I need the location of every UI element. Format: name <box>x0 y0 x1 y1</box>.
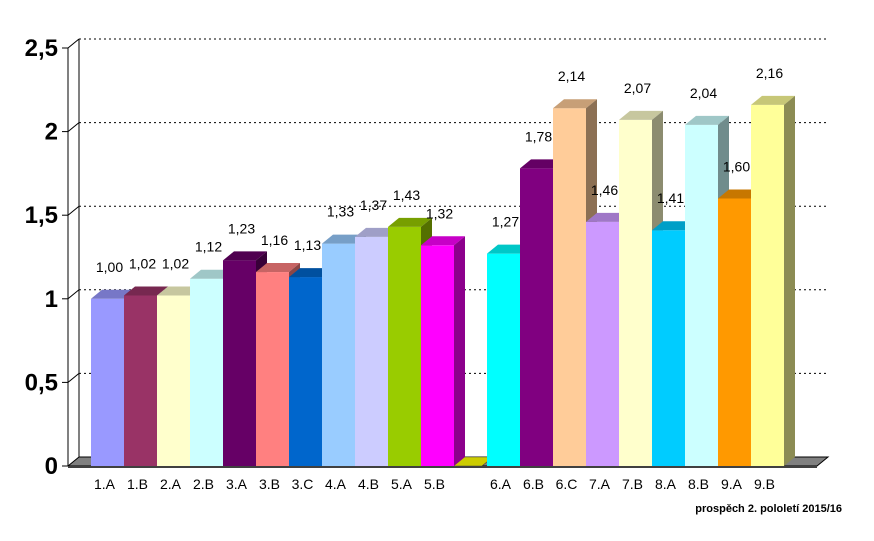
bar-front <box>652 230 685 466</box>
bar-front <box>718 198 751 467</box>
bar-front <box>586 221 619 466</box>
bar-front <box>487 253 520 466</box>
data-label: 1,43 <box>393 187 420 203</box>
bar-front <box>223 260 256 466</box>
data-label: 1,60 <box>723 158 750 174</box>
x-tick-label: 8.A <box>655 476 677 492</box>
x-tick-label: 6.A <box>490 476 512 492</box>
bar-5.B <box>421 236 465 466</box>
bar-top <box>619 110 663 120</box>
bar-top <box>685 115 729 125</box>
x-tick-label: 9.B <box>754 476 775 492</box>
y-tick-label: 1,5 <box>25 202 58 229</box>
bars <box>91 95 795 467</box>
bar-top <box>256 263 300 273</box>
bar-front <box>124 295 157 466</box>
data-label: 2,04 <box>690 85 717 101</box>
bar-front <box>289 277 322 466</box>
x-tick-label: 6.C <box>556 476 578 492</box>
bar-front <box>355 236 388 466</box>
data-label: 1,41 <box>657 190 684 206</box>
bar-top <box>553 99 597 109</box>
data-label: 1,16 <box>261 232 288 248</box>
gridline-depth <box>67 38 80 49</box>
data-label: 1,23 <box>228 220 255 236</box>
bar-front <box>751 104 784 467</box>
x-tick-label: 2.A <box>160 476 182 492</box>
gridline-depth <box>67 122 80 132</box>
x-tick-label: 1.A <box>94 476 116 492</box>
data-label: 1,33 <box>327 204 354 220</box>
x-tick-label: 6.B <box>523 476 544 492</box>
data-label: 1,00 <box>96 259 123 275</box>
bar-front <box>157 295 190 466</box>
data-label: 1,02 <box>129 255 156 271</box>
data-label: 1,02 <box>162 255 189 271</box>
x-tick-label: 2.B <box>193 476 214 492</box>
data-label: 1,46 <box>591 182 618 198</box>
y-tick-label: 2 <box>45 119 58 146</box>
data-label: 2,14 <box>558 68 585 84</box>
data-label: 1,27 <box>492 214 519 230</box>
y-tick-label: 0 <box>45 453 58 480</box>
bar-front <box>322 243 355 466</box>
footnote: prospěch 2. pololetí 2015/16 <box>695 503 842 515</box>
gridline-depth <box>67 205 80 216</box>
x-tick-label: 4.A <box>325 476 347 492</box>
data-label: 1,12 <box>195 239 222 255</box>
bar-9.B <box>751 95 795 467</box>
bar-front <box>91 298 124 466</box>
x-axis-labels: 1.A 1.B 2.A 2.B 3.A 3.B 3.C 4.A 4.B 5.A 5.B 6.A 6.B 6… <box>94 476 775 492</box>
bar-top <box>421 236 465 246</box>
y-tick-label: 2,5 <box>25 35 58 62</box>
y-tick-label: 0,5 <box>25 369 58 396</box>
bar-side <box>454 236 465 466</box>
data-label: 1,13 <box>294 237 321 253</box>
bar-front <box>190 278 223 466</box>
bar-front <box>553 108 586 466</box>
data-label: 1,78 <box>525 128 552 144</box>
gridline-depth <box>67 373 80 383</box>
bar-front <box>388 226 421 466</box>
x-tick-label: 1.B <box>127 476 148 492</box>
floor-front <box>68 466 817 468</box>
x-tick-label: 7.A <box>589 476 611 492</box>
x-tick-label: 7.B <box>622 476 643 492</box>
x-tick-label: 3.A <box>226 476 248 492</box>
bar-side <box>784 95 795 467</box>
y-tick-label: 1 <box>45 286 58 313</box>
data-label: 2,07 <box>624 80 651 96</box>
bar-front <box>619 119 652 467</box>
x-tick-label: 8.B <box>688 476 709 492</box>
bar-top <box>223 251 267 261</box>
bar-top <box>124 286 168 296</box>
data-labels: 1,00 1,02 1,02 1,12 1,23 1,16 1,13 1,33 1,37 1,43… <box>96 65 783 275</box>
x-tick-label: 5.B <box>424 476 445 492</box>
gridlines <box>67 38 828 383</box>
data-label: 1,37 <box>360 197 387 213</box>
x-tick-label: 9.A <box>721 476 743 492</box>
data-label: 2,16 <box>756 65 783 81</box>
bar-front <box>685 124 718 467</box>
y-axis: 0 0,5 1 1,5 2 2,5 <box>25 35 80 480</box>
data-label: 1,32 <box>426 205 453 221</box>
bar-front <box>520 168 553 466</box>
bar-front <box>256 272 289 466</box>
x-tick-label: 5.A <box>391 476 413 492</box>
x-tick-label: 4.B <box>358 476 379 492</box>
gridline-depth <box>67 289 80 300</box>
x-tick-label: 3.B <box>259 476 280 492</box>
bar-front <box>421 245 454 466</box>
bar-top <box>388 217 432 227</box>
bar-top <box>751 95 795 105</box>
x-tick-label: 3.C <box>292 476 314 492</box>
